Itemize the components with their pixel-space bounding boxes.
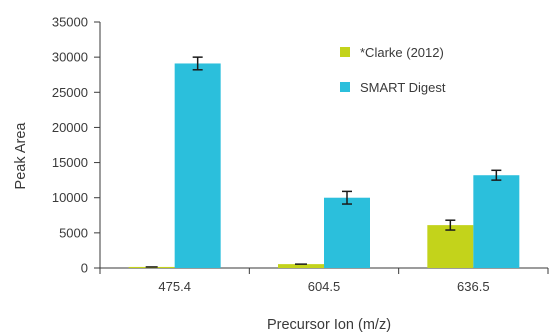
bar-smart-0 [174,63,221,269]
tick-labels: 0 5000 10000 15000 20000 25000 30000 35000 475.4… [52,15,490,295]
y-tick-label: 10000 [52,190,88,205]
y-tick-label: 30000 [52,50,88,65]
y-tick-label: 20000 [52,120,88,135]
legend-label-clarke: *Clarke (2012) [360,45,444,60]
bar-smart-2 [473,175,520,268]
y-tick-label: 25000 [52,85,88,100]
bar-smart-1 [324,197,370,268]
x-axis-title: Precursor Ion (m/z) [267,317,391,333]
x-tick-label: 604.5 [308,279,341,294]
legend-swatch-clarke [340,47,350,57]
x-tick-label: 636.5 [457,279,490,294]
bar-clarke-2 [427,225,474,268]
legend-swatch-smart [340,82,350,92]
y-tick-label: 35000 [52,15,88,30]
y-tick-label: 15000 [52,155,88,170]
bar-clarke-1 [278,264,324,268]
legend-label-smart: SMART Digest [360,80,446,95]
y-tick-label: 5000 [59,225,88,240]
legend: *Clarke (2012) SMART Digest [340,45,446,95]
x-tick-label: 475.4 [158,279,191,294]
y-tick-label: 0 [81,261,88,276]
y-axis-title: Peak Area [13,122,29,190]
error-bars [145,56,502,268]
bars [128,63,520,269]
